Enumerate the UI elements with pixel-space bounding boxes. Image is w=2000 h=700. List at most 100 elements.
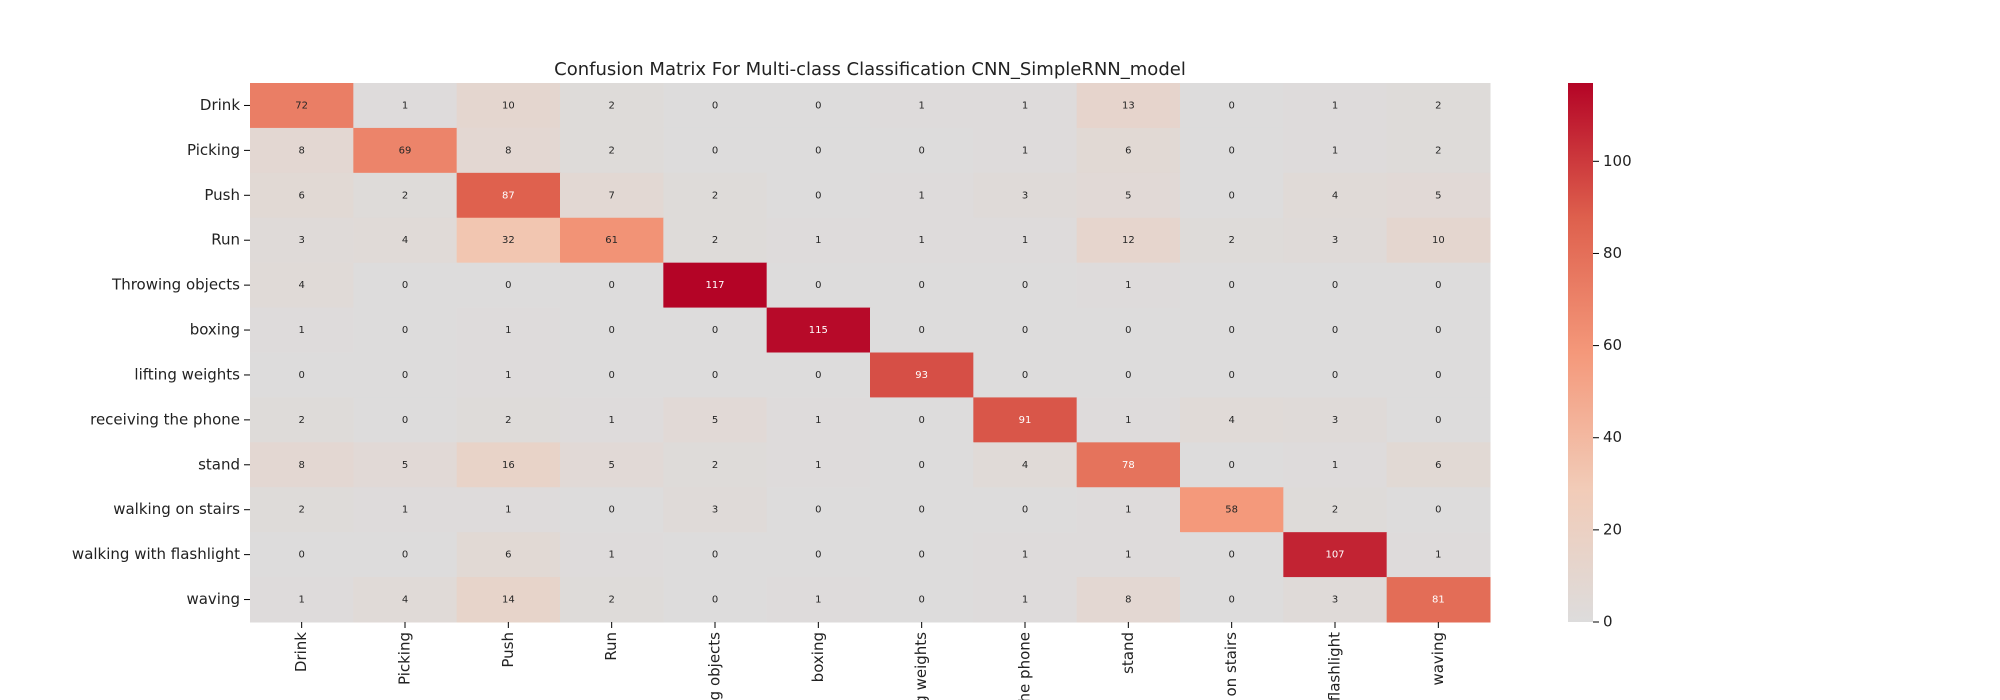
cell-label: 1 [918, 190, 924, 201]
heatmap-cell [560, 352, 664, 398]
heatmap-cell [560, 577, 664, 623]
heatmap-cell [870, 127, 974, 174]
heatmap-cell [560, 307, 664, 353]
cell-label: 0 [1228, 190, 1234, 201]
cell-label: 0 [918, 595, 924, 606]
heatmap-cell [1386, 487, 1491, 533]
heatmap-cell [870, 307, 974, 353]
heatmap-cell [766, 262, 871, 309]
heatmap-cell [456, 352, 561, 398]
cell-label: 1 [1125, 550, 1131, 561]
heatmap-cell [766, 442, 871, 488]
heatmap-cell [353, 217, 458, 264]
heatmap-cell [1180, 217, 1284, 264]
heatmap-cell [353, 172, 458, 219]
cell-label: 0 [918, 415, 924, 426]
cell-label: 1 [815, 595, 821, 606]
heatmap-cell [870, 442, 974, 488]
cell-label: 6 [505, 550, 511, 561]
heatmap-cell [1283, 487, 1388, 533]
heatmap-cell [663, 127, 768, 174]
colorbar-tick-label: 0 [1603, 613, 1613, 631]
cell-label: 1 [1125, 415, 1131, 426]
heatmap-cell [973, 532, 1078, 578]
cell-label: 2 [712, 235, 718, 246]
heatmap-cell [663, 217, 768, 264]
cell-label: 3 [1332, 595, 1338, 606]
heatmap-cell [870, 577, 974, 623]
heatmap-cell [1180, 442, 1284, 488]
heatmap-cell [1386, 262, 1491, 309]
colorbar-tick-label: 60 [1603, 336, 1622, 354]
heatmap-cell [353, 487, 458, 533]
cell-label: 1 [1022, 235, 1028, 246]
heatmap-cell [1180, 532, 1284, 578]
heatmap-cell [870, 217, 974, 264]
chart-title: Confusion Matrix For Multi-class Classif… [554, 59, 1186, 80]
cell-label: 2 [608, 145, 614, 156]
x-tick-label: receiving the phone [1016, 632, 1034, 700]
x-tick-label: walking with flashlight [1326, 632, 1344, 700]
heatmap-cell [870, 352, 974, 398]
cell-label: 1 [918, 100, 924, 111]
heatmap-cell [1076, 577, 1181, 623]
heatmap-cell [1386, 83, 1491, 129]
heatmap-cell [1386, 352, 1491, 398]
x-tick-label: waving [1429, 632, 1447, 686]
heatmap-cell [1180, 127, 1284, 174]
heatmap-cell [766, 127, 871, 174]
heatmap-cell [973, 127, 1078, 174]
heatmap-cell [250, 172, 354, 219]
heatmap-cell [560, 442, 664, 488]
heatmap-cell [1076, 172, 1181, 219]
heatmap-cell [1386, 217, 1491, 264]
colorbar [1568, 83, 1593, 622]
x-tick-label: stand [1119, 632, 1137, 674]
heatmap-cell [1076, 532, 1181, 578]
heatmap-cell [1283, 83, 1388, 129]
cell-label: 58 [1225, 505, 1238, 516]
cell-label: 8 [505, 145, 511, 156]
y-tick-label: walking on stairs [113, 500, 240, 518]
heatmap-cell [870, 172, 974, 219]
heatmap-cell [1386, 577, 1491, 623]
cell-label: 2 [712, 460, 718, 471]
heatmap-cell [1283, 532, 1388, 578]
cell-label: 32 [502, 235, 515, 246]
cell-label: 4 [402, 595, 408, 606]
heatmap-cell [353, 307, 458, 353]
y-tick-label: Run [211, 231, 240, 249]
cell-label: 1 [298, 595, 304, 606]
x-tick-label: lifting weights [912, 632, 930, 700]
heatmap-cell [456, 487, 561, 533]
cell-label: 91 [1019, 415, 1032, 426]
cell-label: 7 [608, 190, 614, 201]
cell-label: 10 [1432, 235, 1445, 246]
cell-label: 0 [1435, 505, 1441, 516]
cell-label: 2 [298, 415, 304, 426]
heatmap-cell [1283, 172, 1388, 219]
cell-label: 0 [1332, 370, 1338, 381]
heatmap-cell [1283, 397, 1388, 443]
cell-label: 0 [1125, 370, 1131, 381]
y-tick-label: Picking [187, 141, 240, 159]
cell-label: 1 [1022, 595, 1028, 606]
colorbar-tick-label: 40 [1603, 428, 1622, 446]
cell-label: 1 [1022, 550, 1028, 561]
cell-label: 4 [298, 280, 304, 291]
cell-label: 0 [918, 280, 924, 291]
heatmap-cell [766, 532, 871, 578]
heatmap-cell [973, 352, 1078, 398]
cell-label: 0 [712, 595, 718, 606]
cell-label: 1 [1022, 145, 1028, 156]
heatmap-cell [1180, 307, 1284, 353]
heatmap-cell [663, 307, 768, 353]
heatmap-cell [1076, 442, 1181, 488]
cell-label: 2 [1332, 505, 1338, 516]
cell-label: 3 [1332, 235, 1338, 246]
heatmap-cell [1386, 127, 1491, 174]
cell-label: 0 [608, 370, 614, 381]
cell-label: 1 [918, 235, 924, 246]
x-tick-label: boxing [809, 632, 827, 682]
cell-label: 2 [298, 505, 304, 516]
